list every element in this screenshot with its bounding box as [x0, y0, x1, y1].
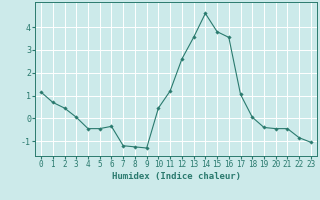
X-axis label: Humidex (Indice chaleur): Humidex (Indice chaleur)	[111, 172, 241, 181]
